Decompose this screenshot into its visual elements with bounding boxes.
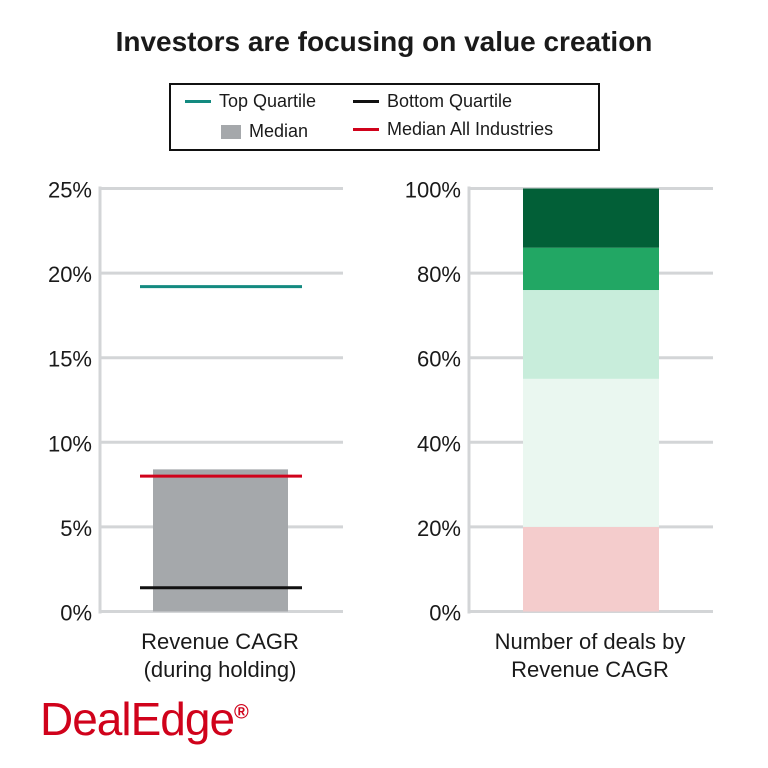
y-tick-label: 80% xyxy=(417,262,461,287)
stacked-segment-2 xyxy=(523,378,659,527)
y-tick-label: 20% xyxy=(48,262,92,287)
legend-item-median: Median xyxy=(221,121,308,142)
legend-swatch xyxy=(353,128,379,131)
y-tick-label: 40% xyxy=(417,431,461,456)
y-tick-label: 100% xyxy=(405,178,461,203)
median-bar xyxy=(153,469,288,612)
legend-swatch xyxy=(185,100,211,103)
y-tick-label: 20% xyxy=(417,516,461,541)
y-tick-label: 5% xyxy=(60,516,92,541)
logo-text: DealEdge xyxy=(40,693,235,745)
legend-item-bottom-quartile: Bottom Quartile xyxy=(353,91,512,112)
chart-title: Investors are focusing on value creation xyxy=(115,26,653,57)
y-tick-label: 10% xyxy=(48,431,92,456)
x-axis-label-left: Revenue CAGR (during holding) xyxy=(141,629,299,682)
legend-item-top-quartile: Top Quartile xyxy=(185,91,316,112)
legend-item-median-all-industries: Median All Industries xyxy=(353,119,553,140)
y-tick-label: 0% xyxy=(429,601,461,626)
y-tick-label: 15% xyxy=(48,347,92,372)
stacked-segment-3 xyxy=(523,290,659,379)
logo-registered-mark: ® xyxy=(234,701,249,724)
x-axis-label-right: Number of deals by Revenue CAGR xyxy=(494,629,686,682)
legend: Top Quartile Bottom Quartile Median Medi… xyxy=(169,83,600,151)
legend-swatch xyxy=(353,100,379,103)
legend-label: Bottom Quartile xyxy=(387,91,513,111)
legend-label: Top Quartile xyxy=(219,91,317,111)
stacked-segment-4 xyxy=(523,247,659,291)
dealedge-logo: DealEdge® xyxy=(40,692,249,746)
legend-label: Median All Industries xyxy=(387,119,554,139)
y-tick-label: 0% xyxy=(60,601,92,626)
legend-swatch xyxy=(221,124,241,139)
stacked-segment-1 xyxy=(523,526,659,612)
y-tick-label: 60% xyxy=(417,347,461,372)
y-tick-label: 25% xyxy=(48,178,92,203)
legend-label: Median xyxy=(249,121,309,141)
stacked-segment-5 xyxy=(523,188,659,248)
